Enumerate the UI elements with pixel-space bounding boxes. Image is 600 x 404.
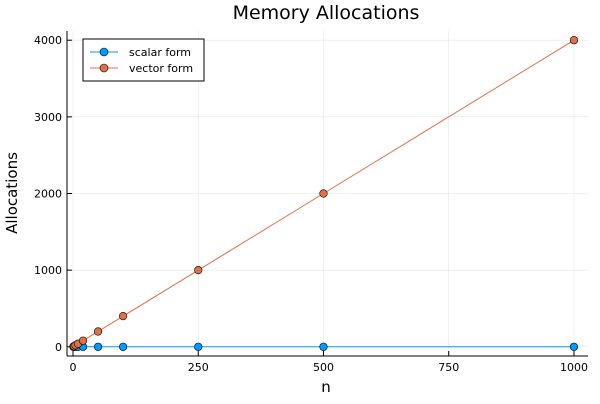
x-tick-label: 250 xyxy=(188,361,209,374)
series-group xyxy=(69,36,579,351)
y-tick-label: 2000 xyxy=(34,188,62,201)
y-tick-label: 1000 xyxy=(34,264,62,277)
y-axis-label: Allocations xyxy=(3,152,21,234)
chart-title: Memory Allocations xyxy=(233,2,420,24)
legend-marker-vector xyxy=(99,63,109,73)
legend: scalar form vector form xyxy=(82,38,205,82)
axes xyxy=(66,31,588,357)
data-point xyxy=(194,266,203,275)
x-tick-label: 1000 xyxy=(560,361,588,374)
x-tick-label: 500 xyxy=(313,361,334,374)
tick-labels: 0 250 500 750 1000 0 1000 2000 3000 4000 xyxy=(34,34,588,374)
legend-marker-scalar xyxy=(99,47,109,57)
data-point xyxy=(93,327,103,336)
data-point xyxy=(194,342,203,351)
data-point xyxy=(569,36,579,45)
data-point xyxy=(119,342,128,351)
legend-label-scalar: scalar form xyxy=(129,46,191,59)
x-tick-label: 750 xyxy=(438,361,459,374)
y-tick-label: 0 xyxy=(55,341,62,354)
y-tick-label: 4000 xyxy=(34,34,62,47)
x-tick-label: 0 xyxy=(70,361,77,374)
series-vector-form xyxy=(69,36,579,351)
data-point xyxy=(119,312,128,321)
y-tick-label: 3000 xyxy=(34,111,62,124)
legend-box xyxy=(82,38,205,82)
data-point xyxy=(93,342,103,351)
data-point xyxy=(319,342,328,351)
data-point xyxy=(569,342,579,351)
legend-label-vector: vector form xyxy=(129,62,193,75)
data-point xyxy=(78,336,88,345)
data-point xyxy=(319,189,328,198)
x-axis-label: n xyxy=(321,378,331,396)
